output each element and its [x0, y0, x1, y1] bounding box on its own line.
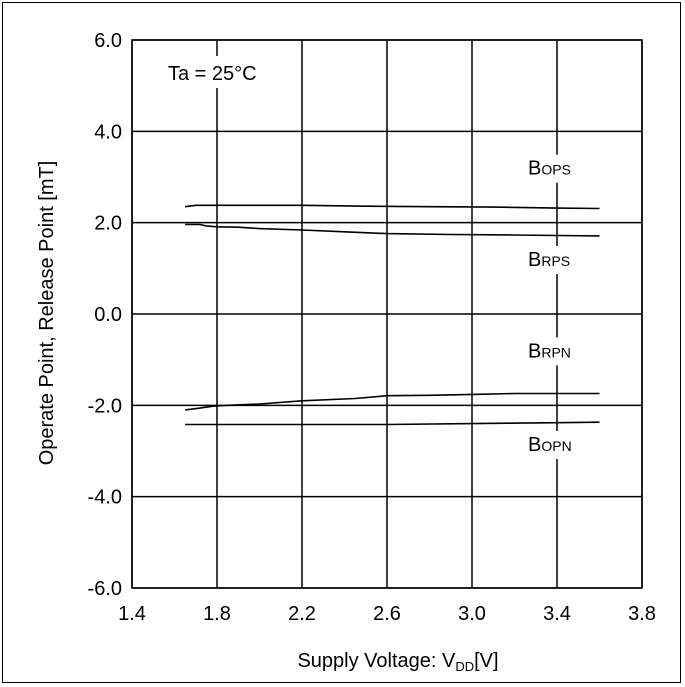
y-tick-label: -2.0	[88, 395, 122, 417]
x-axis-label-sub: DD	[455, 659, 474, 674]
series-label-bg	[523, 154, 593, 183]
x-tick-label: 1.4	[118, 603, 146, 625]
y-tick-label: 4.0	[94, 121, 122, 143]
series-label-bg	[523, 337, 593, 366]
x-tick-label: 3.0	[458, 603, 486, 625]
x-tick-label: 2.2	[288, 603, 316, 625]
x-axis-label: Supply Voltage: VDD[V]	[297, 650, 498, 674]
series-line-rpn	[185, 392, 600, 411]
series-layer	[184, 204, 600, 426]
x-tick-label: 1.8	[203, 603, 231, 625]
grid-lines	[131, 39, 643, 589]
x-tick-label: 2.6	[373, 603, 401, 625]
y-axis-label: Operate Point, Release Point [mT]	[36, 161, 58, 466]
series-line-rps	[185, 223, 600, 237]
x-tick-label: 3.4	[543, 603, 571, 625]
series-line-ops	[184, 204, 600, 210]
series-labels: BOPS BRPS BRPN BOPN	[523, 154, 593, 459]
annotation-bg	[160, 56, 278, 88]
y-tick-label: -4.0	[88, 487, 122, 509]
series-label-bg	[523, 246, 593, 275]
series-label-ops: BOPS	[528, 158, 571, 180]
tick-labels: 1.4 1.8 2.2 2.6 3.0 3.4 3.8 6.0 4.0 2.0 0.0 -2.0 -4.…	[88, 30, 656, 625]
series-label-bg	[523, 431, 593, 459]
series-label-opn: BOPN	[528, 434, 572, 456]
y-tick-label: 2.0	[94, 213, 122, 235]
temperature-annotation: Ta = 25°C	[168, 63, 257, 85]
series-label-rpn: BRPN	[528, 340, 571, 362]
plot-area	[131, 39, 643, 589]
series-label-rps: BRPS	[528, 249, 570, 271]
y-tick-label: 0.0	[94, 304, 122, 326]
x-tick-label: 3.8	[628, 603, 656, 625]
y-tick-label: -6.0	[88, 578, 122, 600]
y-tick-label: 6.0	[94, 30, 122, 52]
series-line-opn	[185, 421, 600, 426]
